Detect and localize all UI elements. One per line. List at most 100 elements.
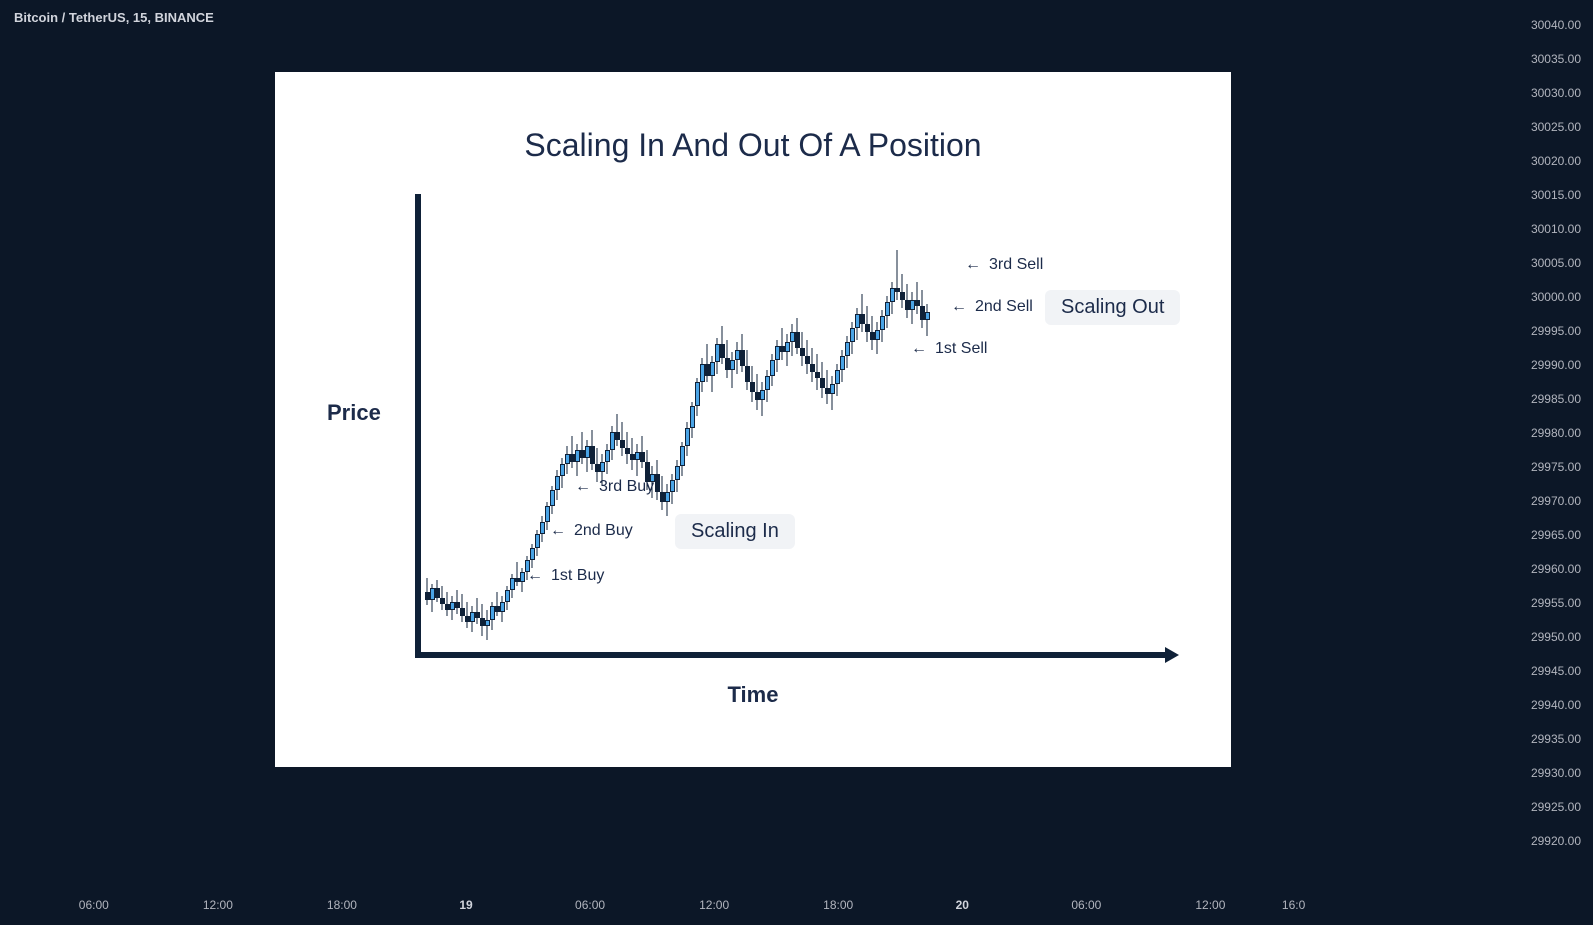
candle: [515, 230, 520, 650]
candle: [640, 230, 645, 650]
candle: [660, 230, 665, 650]
time-tick: 12:00: [1195, 898, 1225, 912]
candle: [625, 230, 630, 650]
candle: [755, 230, 760, 650]
candle: [480, 230, 485, 650]
candle: [880, 230, 885, 650]
time-tick: 16:0: [1282, 898, 1305, 912]
candle: [655, 230, 660, 650]
candlestick-chart: [425, 230, 965, 650]
candle: [695, 230, 700, 650]
price-tick: 30035.00: [1513, 42, 1593, 76]
price-tick: 29965.00: [1513, 518, 1593, 552]
price-tick: 30030.00: [1513, 76, 1593, 110]
price-tick: 30005.00: [1513, 246, 1593, 280]
candle: [500, 230, 505, 650]
candle: [885, 230, 890, 650]
candle: [445, 230, 450, 650]
candle: [580, 230, 585, 650]
candle: [920, 230, 925, 650]
annotation-text: 2nd Buy: [574, 522, 633, 540]
candle: [770, 230, 775, 650]
price-tick: 29990.00: [1513, 348, 1593, 382]
price-tick: 29945.00: [1513, 654, 1593, 688]
candle: [835, 230, 840, 650]
price-tick: 30040.00: [1513, 8, 1593, 42]
annotation-text: 1st Buy: [551, 567, 604, 585]
candle: [825, 230, 830, 650]
candle: [425, 230, 430, 650]
candle: [840, 230, 845, 650]
candle: [890, 230, 895, 650]
arrow-left-icon: ←: [965, 256, 981, 274]
candle: [595, 230, 600, 650]
candle: [905, 230, 910, 650]
candle: [455, 230, 460, 650]
candle: [845, 230, 850, 650]
arrow-left-icon: ←: [550, 522, 566, 540]
arrow-left-icon: ←: [911, 340, 927, 358]
price-axis: 30040.0030035.0030030.0030025.0030020.00…: [1513, 0, 1593, 860]
candle: [605, 230, 610, 650]
x-axis-line: [415, 652, 1165, 658]
candle: [900, 230, 905, 650]
price-tick: 29970.00: [1513, 484, 1593, 518]
candle: [855, 230, 860, 650]
price-tick: 29920.00: [1513, 824, 1593, 858]
price-tick: 29995.00: [1513, 314, 1593, 348]
candle: [675, 230, 680, 650]
x-axis-label: Time: [275, 682, 1231, 708]
candle: [805, 230, 810, 650]
candle: [760, 230, 765, 650]
candle: [435, 230, 440, 650]
annotation-text: 3rd Sell: [989, 256, 1043, 274]
candle: [925, 230, 930, 650]
price-tick: 29960.00: [1513, 552, 1593, 586]
candle: [705, 230, 710, 650]
candle: [620, 230, 625, 650]
candle: [725, 230, 730, 650]
candle: [910, 230, 915, 650]
candle: [820, 230, 825, 650]
price-tick: 29985.00: [1513, 382, 1593, 416]
candle: [520, 230, 525, 650]
annotation-label: ←1st Sell: [911, 340, 987, 358]
candle: [665, 230, 670, 650]
annotation-label: ← 3rd Sell: [965, 256, 1043, 274]
price-tick: 29950.00: [1513, 620, 1593, 654]
candle: [550, 230, 555, 650]
time-tick: 18:00: [823, 898, 853, 912]
x-axis-arrow-icon: [1165, 647, 1179, 663]
candle: [800, 230, 805, 650]
candle: [530, 230, 535, 650]
candle: [545, 230, 550, 650]
candle: [495, 230, 500, 650]
candle: [440, 230, 445, 650]
candle: [565, 230, 570, 650]
candle: [475, 230, 480, 650]
candle: [540, 230, 545, 650]
candle: [865, 230, 870, 650]
infographic-panel: Scaling In And Out Of A Position Price T…: [275, 72, 1231, 767]
annotation-label: ←3rd Buy: [575, 478, 654, 496]
candle: [735, 230, 740, 650]
price-tick: 29955.00: [1513, 586, 1593, 620]
candle: [630, 230, 635, 650]
time-tick: 06:00: [575, 898, 605, 912]
infographic-title: Scaling In And Out Of A Position: [275, 127, 1231, 164]
candle: [470, 230, 475, 650]
candle: [510, 230, 515, 650]
candle: [460, 230, 465, 650]
tag-label: Scaling Out: [1045, 290, 1180, 325]
candle: [690, 230, 695, 650]
candle: [450, 230, 455, 650]
candle: [585, 230, 590, 650]
candle: [700, 230, 705, 650]
tag-label: Scaling In: [675, 514, 795, 549]
annotation-label: ← 2nd Buy: [550, 522, 633, 540]
time-tick: 20: [956, 898, 969, 912]
candle: [875, 230, 880, 650]
candle: [590, 230, 595, 650]
candle: [895, 230, 900, 650]
price-tick: 29940.00: [1513, 688, 1593, 722]
